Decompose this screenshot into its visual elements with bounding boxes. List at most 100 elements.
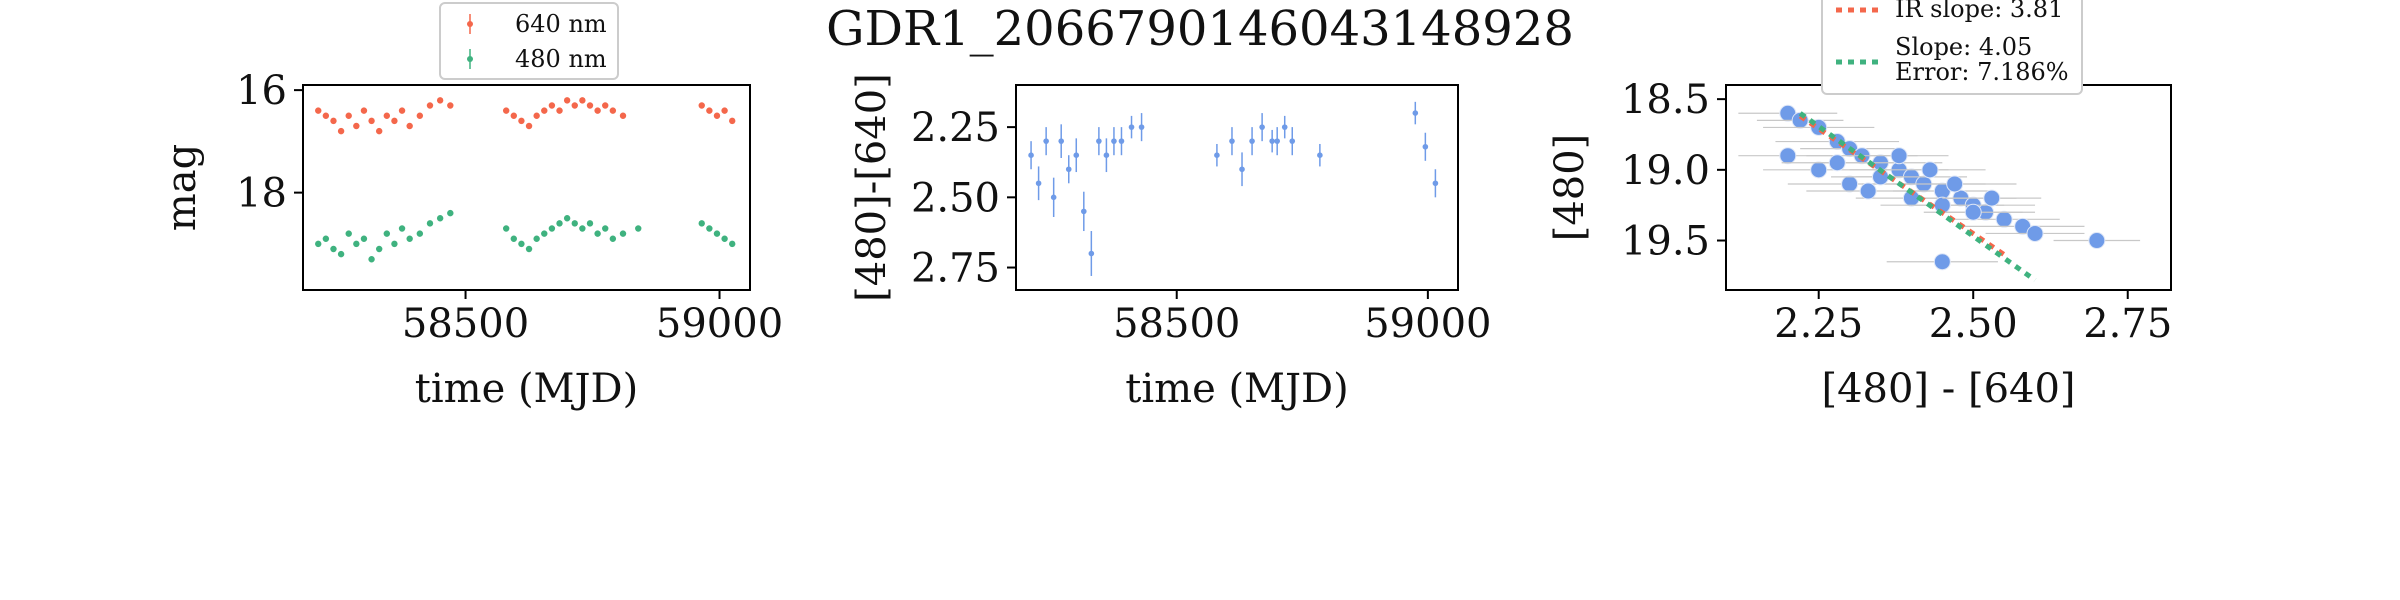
data-point: [548, 102, 556, 109]
plot-area: [1738, 104, 2141, 283]
plot-area: [315, 97, 736, 263]
data-point: [1214, 152, 1220, 159]
data-point: [416, 112, 424, 119]
data-point: [619, 230, 627, 237]
legend-box: [1821, 0, 2083, 95]
axes-frame: [302, 84, 751, 291]
data-point: [571, 102, 578, 109]
data-point: [1073, 152, 1080, 159]
x-axis-label: [480] - [640]: [1821, 366, 2075, 412]
data-point: [360, 235, 368, 242]
data-point: [1289, 138, 1296, 144]
data-point: [1128, 124, 1135, 130]
data-point: [579, 225, 586, 232]
data-point: [1810, 161, 1828, 179]
data-point: [1274, 138, 1280, 144]
y-tick-label: 18.5: [1621, 77, 1710, 123]
data-point: [436, 97, 444, 104]
data-point: [2088, 232, 2106, 250]
data-point: [1779, 147, 1797, 165]
data-point: [1259, 124, 1265, 130]
data-point: [1946, 175, 1964, 193]
legend-label: Error: 7.186%: [1895, 58, 2069, 86]
data-point: [322, 112, 330, 119]
data-point: [698, 102, 705, 109]
data-point: [510, 112, 518, 119]
panel-light-curve: 58500 59000 16 18 time (MJD) mag: [159, 68, 783, 412]
legend-label: IR slope: 3.81: [1895, 0, 2063, 23]
data-point: [713, 112, 721, 119]
data-point: [375, 245, 383, 253]
data-point: [1859, 182, 1877, 200]
fit-line-1: [1798, 111, 2037, 283]
data-point: [330, 117, 337, 125]
data-point: [586, 220, 594, 227]
data-point: [406, 122, 413, 130]
data-point: [426, 102, 434, 109]
axes-frame: [1015, 84, 1459, 291]
data-point: [1239, 166, 1245, 173]
data-point: [322, 235, 330, 242]
y-tick-label: 2.50: [911, 175, 1000, 221]
y-axis-label: [480]: [1547, 134, 1593, 242]
y-tick-label: 18: [236, 171, 287, 217]
x-tick-label: 59000: [1364, 301, 1491, 347]
y-tick-label: 19.0: [1621, 148, 1710, 194]
x-tick-label: 58500: [1113, 301, 1240, 347]
data-point: [353, 122, 360, 130]
data-point: [1138, 124, 1145, 130]
data-point: [1035, 180, 1042, 187]
legend-label: Slope: 4.05: [1895, 33, 2032, 61]
data-point: [368, 117, 375, 125]
data-point: [383, 230, 391, 237]
data-point: [698, 220, 705, 227]
data-point: [729, 117, 736, 125]
data-point: [713, 230, 721, 237]
data-point: [594, 230, 601, 237]
data-point: [345, 230, 352, 237]
panel-color-curve: 58500 59000 2.25 2.50 2.75 time (MJD) [480]-[6…: [849, 73, 1491, 412]
data-point: [541, 107, 548, 114]
data-point: [426, 220, 434, 227]
data-point: [525, 122, 533, 130]
plot-area: [1028, 101, 1439, 276]
data-point: [729, 240, 736, 248]
data-point: [579, 97, 586, 104]
data-point: [1281, 124, 1288, 130]
data-point: [556, 107, 563, 114]
y-axis-label: [480]-[640]: [849, 73, 895, 302]
data-point: [315, 240, 322, 248]
data-point: [447, 209, 454, 217]
y-tick-label: 16: [236, 68, 287, 114]
data-point: [502, 107, 510, 114]
data-point: [1249, 138, 1255, 144]
data-point: [330, 245, 337, 253]
data-point: [548, 225, 556, 232]
data-point: [398, 225, 406, 232]
series-0: [315, 97, 736, 135]
legend-label: 480 nm: [515, 45, 607, 73]
data-point: [1111, 138, 1117, 144]
data-point: [1269, 138, 1275, 144]
x-tick-label: 59000: [656, 301, 783, 347]
data-point: [375, 127, 383, 135]
data-point: [2026, 224, 2044, 242]
data-point: [447, 102, 454, 109]
data-point: [383, 112, 391, 119]
data-point: [721, 107, 728, 114]
data-point: [619, 112, 627, 119]
data-point: [1983, 189, 2001, 207]
data-point: [360, 107, 368, 114]
data-point: [1422, 143, 1429, 150]
data-point: [337, 127, 345, 135]
series-0: [1738, 104, 2141, 271]
data-point: [391, 117, 398, 125]
data-point: [1081, 208, 1087, 215]
data-point: [533, 235, 540, 242]
x-axis-label: time (MJD): [415, 366, 638, 412]
data-point: [586, 102, 594, 109]
data-point: [609, 235, 617, 242]
data-point: [571, 220, 578, 227]
x-tick-label: 2.50: [1929, 301, 2018, 347]
